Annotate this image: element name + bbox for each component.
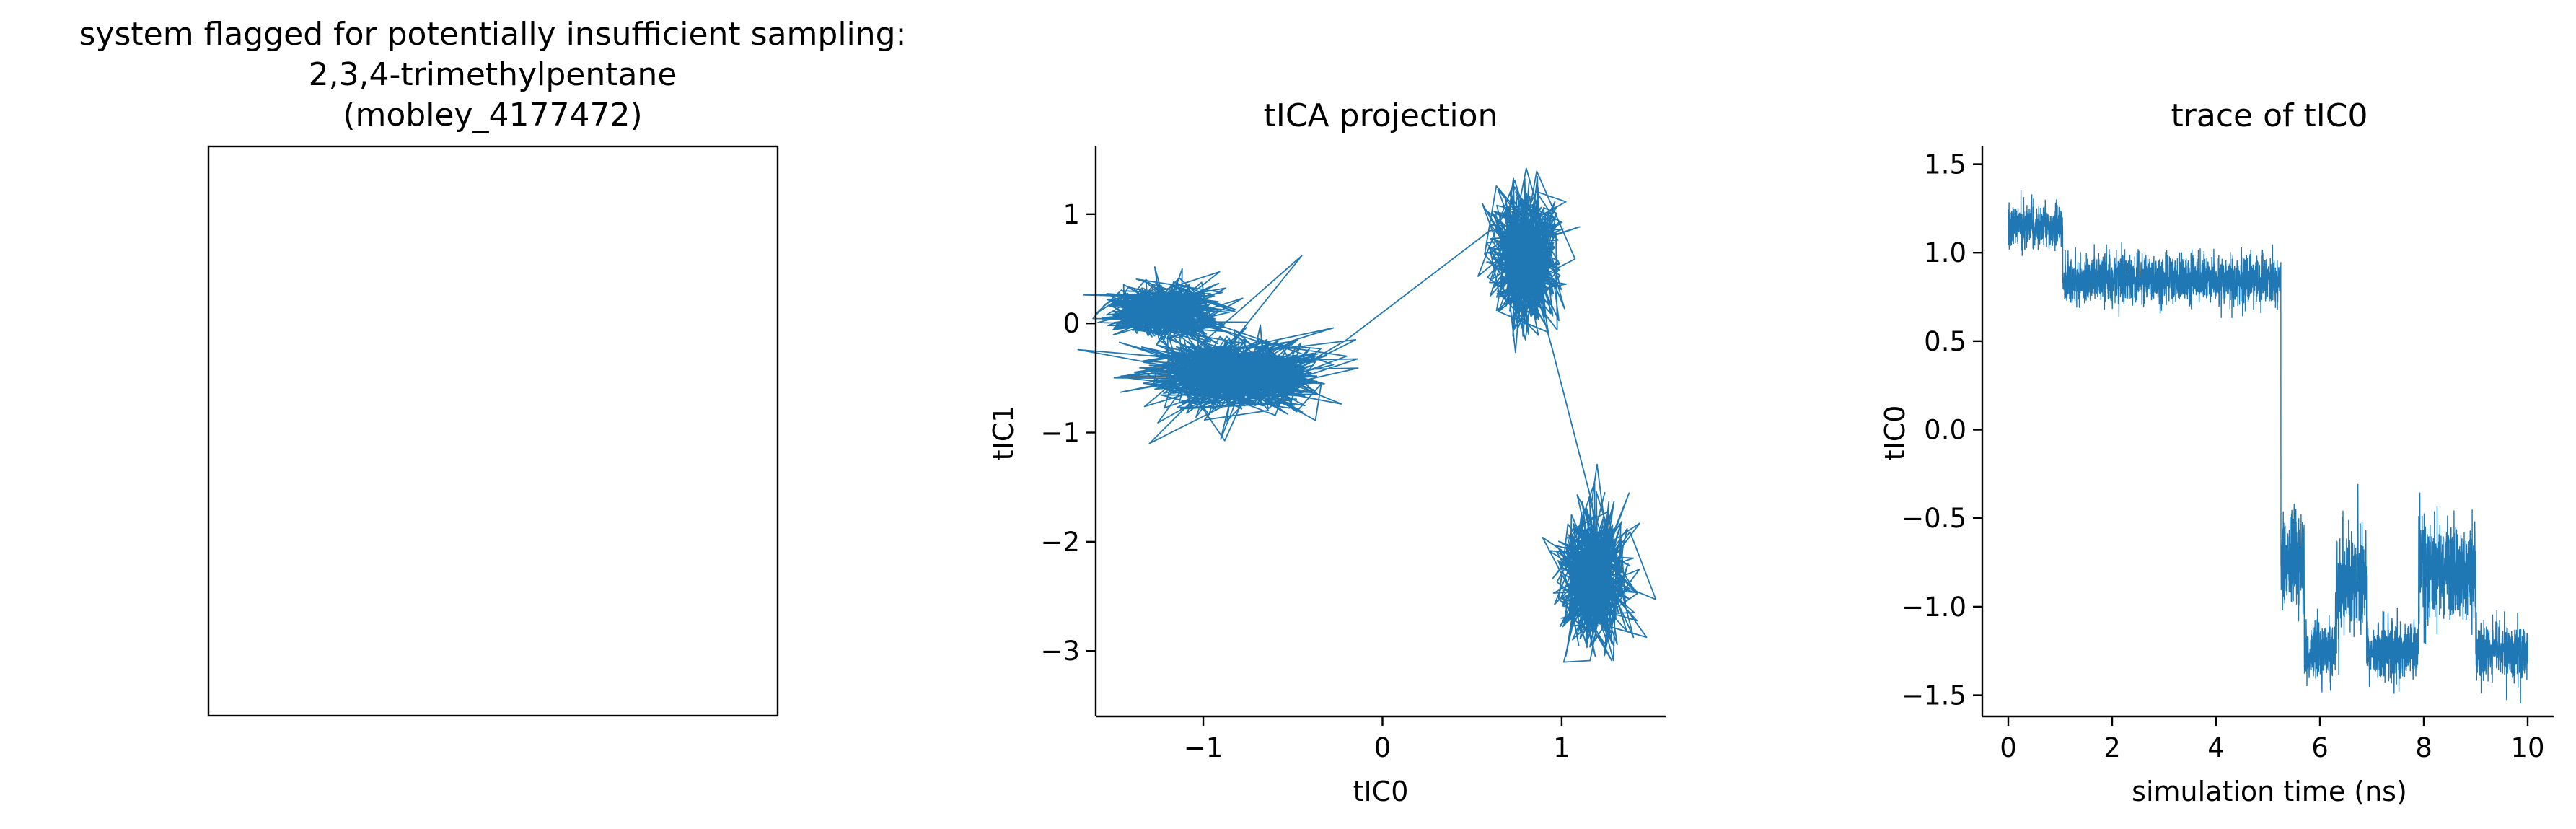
trace-ytick-label: −0.5 [1902, 503, 1966, 534]
trace-ytick-label: −1.5 [1902, 680, 1966, 711]
projection-x-ticks: −1 0 1 [1184, 716, 1570, 763]
projection-panel: tICA projection −1 0 1 −3 −2 −1 0 1 tIC0 tIC1 [988, 97, 1666, 807]
structure-panel-frame [207, 145, 779, 717]
suptitle-line-3: (mobley_4177472) [343, 97, 642, 133]
suptitle-line-2: 2,3,4-trimethylpentane [309, 56, 677, 93]
projection-plot-area [1077, 167, 1657, 663]
trace-xlabel: simulation time (ns) [2132, 776, 2407, 807]
projection-y-ticks: −3 −2 −1 0 1 [1040, 199, 1096, 667]
trace-ytick-label: 0.0 [1924, 415, 1966, 446]
trace-panel: trace of tIC0 0 2 4 6 8 10 −1.5 −1.0 −0.5 0.0 0.5… [1879, 97, 2554, 807]
trace-series-line [2008, 190, 2528, 703]
trace-y-ticks: −1.5 −1.0 −0.5 0.0 0.5 1.0 1.5 [1902, 149, 1982, 711]
projection-ytick-label: −1 [1040, 418, 1080, 449]
trace-title: trace of tIC0 [2171, 97, 2368, 134]
trace-ytick-label: −1.0 [1902, 592, 1966, 623]
projection-xtick-label: 1 [1553, 732, 1570, 763]
projection-xlabel: tIC0 [1353, 776, 1409, 807]
projection-ytick-label: 1 [1063, 199, 1080, 230]
trace-xtick-label: 4 [2207, 732, 2225, 763]
trace-x-ticks: 0 2 4 6 8 10 [2000, 716, 2545, 763]
trace-xtick-label: 8 [2415, 732, 2432, 763]
trace-plot-area [2008, 190, 2528, 703]
trace-xtick-label: 0 [2000, 732, 2017, 763]
trace-ytick-label: 0.5 [1924, 326, 1966, 357]
trace-ytick-label: 1.0 [1924, 237, 1966, 268]
projection-ytick-label: −2 [1040, 527, 1080, 558]
trace-xtick-label: 2 [2104, 732, 2121, 763]
projection-ytick-label: −3 [1040, 636, 1080, 667]
trace-xtick-label: 6 [2311, 732, 2329, 763]
projection-title: tICA projection [1264, 97, 1498, 134]
projection-ytick-label: 0 [1063, 308, 1080, 339]
projection-ylabel: tIC1 [988, 405, 1019, 461]
projection-xtick-label: 0 [1374, 732, 1392, 763]
trace-ytick-label: 1.5 [1924, 149, 1966, 180]
projection-series-line [1077, 167, 1657, 663]
trace-xtick-label: 10 [2510, 732, 2544, 763]
projection-xtick-label: −1 [1184, 732, 1223, 763]
suptitle-line-1: system flagged for potentially insuffici… [79, 16, 907, 53]
trace-ylabel: tIC0 [1879, 405, 1911, 461]
